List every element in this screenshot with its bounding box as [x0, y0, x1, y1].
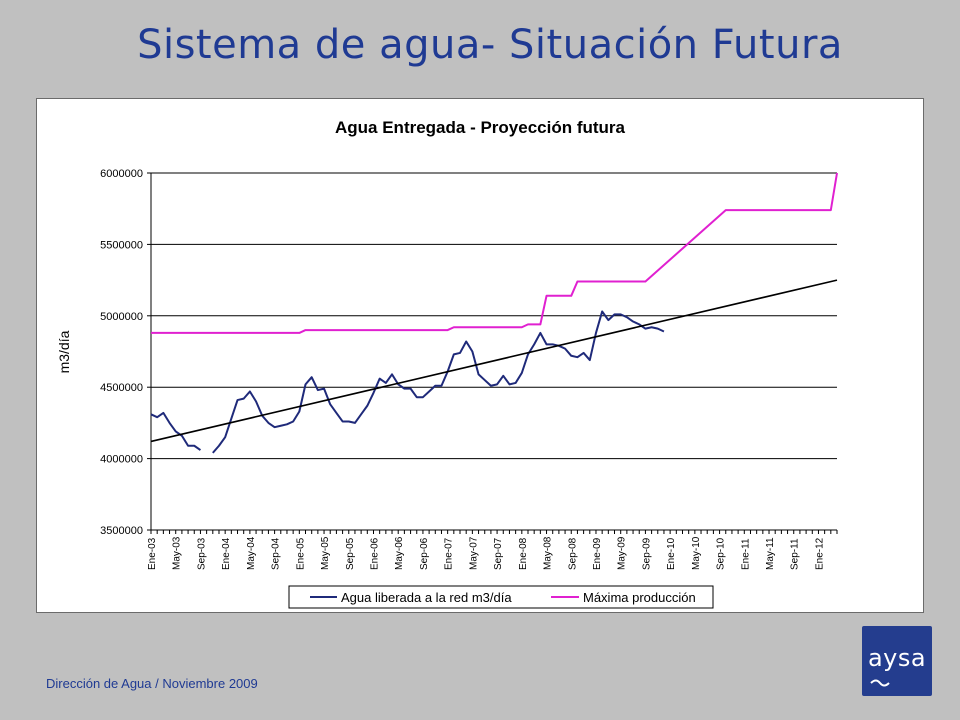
x-tick-label: Sep-10: [716, 537, 727, 570]
series-line-maxima-produccion: [151, 172, 838, 334]
x-tick-label: Ene-04: [221, 537, 232, 570]
legend-label-agua: Agua liberada a la red m3/día: [341, 590, 512, 605]
series-line-agua-liberada: [212, 310, 665, 454]
x-tick-label: May-05: [320, 536, 331, 570]
slide-title: Sistema de agua- Situación Futura: [137, 22, 843, 68]
y-tick-label: 5000000: [100, 311, 143, 323]
series-line-agua-liberada: [150, 411, 202, 451]
x-tick-label: May-09: [617, 536, 628, 570]
footer-text: Dirección de Agua / Noviembre 2009: [46, 676, 258, 691]
x-tick-label: Ene-10: [666, 537, 677, 570]
x-tick-label: Sep-07: [493, 537, 504, 570]
x-tick-label: Sep-08: [567, 537, 578, 570]
y-tick-label: 6000000: [100, 168, 143, 180]
logo-text: aysa: [867, 644, 927, 672]
y-tick-label: 4500000: [100, 382, 143, 394]
x-tick-label: Sep-09: [641, 537, 652, 570]
x-tick-label: Ene-12: [814, 537, 825, 570]
wave-icon: [870, 679, 890, 687]
x-tick-label: Sep-06: [419, 537, 430, 570]
trend-line: [150, 279, 838, 443]
x-tick-label: Sep-05: [345, 537, 356, 570]
x-tick-label: Ene-06: [369, 537, 380, 570]
x-tick-label: Sep-04: [271, 537, 282, 570]
x-tick-label: Sep-03: [196, 537, 207, 570]
x-tick-label: May-10: [691, 536, 702, 570]
x-tick-label: Ene-11: [740, 538, 751, 570]
aysa-logo: aysa: [862, 626, 932, 696]
chart-container: Agua Entregada - Proyección futura m3/dí…: [36, 98, 924, 613]
x-tick-label: Ene-05: [295, 537, 306, 570]
x-tick-label: Ene-09: [592, 537, 603, 570]
x-tick-label: May-03: [172, 536, 183, 570]
y-axis-label: m3/día: [56, 330, 72, 373]
legend-box: [288, 585, 714, 609]
x-tick-label: Sep-11: [790, 538, 801, 570]
series-layer: [150, 172, 838, 454]
x-tick-label: May-11: [765, 537, 776, 570]
y-tick-label: 5500000: [100, 239, 143, 251]
y-tick-label: 3500000: [100, 525, 143, 537]
legend-label-maxima: Máxima producción: [583, 590, 696, 605]
axis-layer: 3500000 4000000 4500000 5000000 5500000 60000…: [100, 168, 838, 570]
x-tick-label: May-07: [468, 536, 479, 570]
x-tick-label: Ene-08: [518, 537, 529, 570]
x-tick-label: May-04: [246, 536, 257, 570]
x-tick-label: Ene-07: [444, 537, 455, 570]
grid-layer: [151, 172, 837, 531]
chart-svg: Agua Entregada - Proyección futura m3/dí…: [56, 118, 838, 609]
legend: Agua liberada a la red m3/día Máxima pro…: [288, 585, 714, 609]
x-tick-label: Ene-03: [147, 537, 158, 570]
x-tick-label: May-06: [394, 536, 405, 570]
chart-title: Agua Entregada - Proyección futura: [335, 118, 626, 137]
y-tick-label: 4000000: [100, 454, 143, 466]
x-tick-label: May-08: [543, 536, 554, 570]
